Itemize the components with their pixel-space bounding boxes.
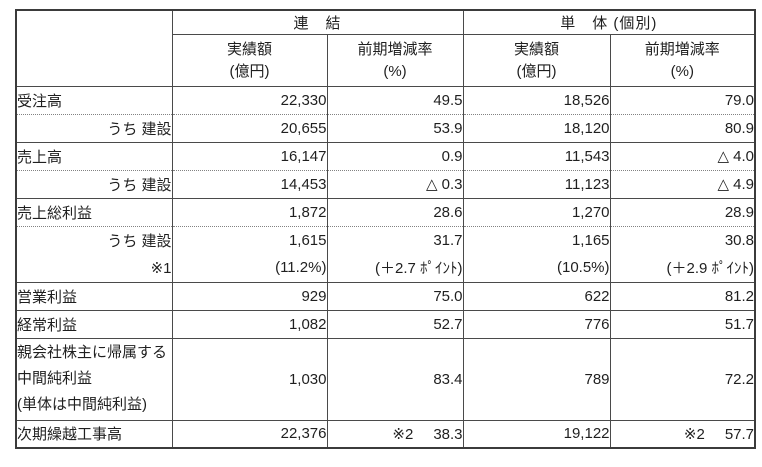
sub-header-row: 実績額 (億円) 前期増減率 (%) 実績額 (億円) 前期増減率 (%) xyxy=(16,33,756,86)
row-label: うち 建設 xyxy=(15,169,172,198)
amount-consolidated-cell: 22,330 xyxy=(171,85,327,114)
amount-standalone-cell: 622 xyxy=(462,281,611,310)
amount-standalone-cell: 1,270 xyxy=(462,197,611,226)
table-row-note1-margin: ※1 (11.2%) (＋2.7 ﾎﾟｲﾝﾄ) (10.5%) (＋2.9 ﾎﾟ… xyxy=(15,254,756,282)
change-standalone-cell: ※2 57.7 xyxy=(609,419,756,448)
subheader-unit: (億円) xyxy=(516,63,557,80)
table-row-sales: 売上高 16,147 0.9 11,543 △ 4.0 xyxy=(15,141,756,170)
row-label: 次期繰越工事高 xyxy=(15,419,172,448)
amount-consolidated-cell: (11.2%) xyxy=(171,254,327,282)
change-consolidated-cell: ※2 38.3 xyxy=(326,419,464,448)
amount-standalone-cell: 19,122 xyxy=(462,419,611,448)
change-consolidated-cell: (＋2.7 ﾎﾟｲﾝﾄ) xyxy=(326,254,464,282)
change-consolidated-cell: 28.6 xyxy=(326,197,464,226)
subheader-label: 実績額 xyxy=(226,41,272,58)
change-standalone-cell: 81.2 xyxy=(609,281,756,310)
row-label: 経常利益 xyxy=(15,309,172,338)
subheader-unit: (億円) xyxy=(229,63,270,80)
change-consolidated-cell: 75.0 xyxy=(326,281,464,310)
subheader-unit: (%) xyxy=(670,63,694,80)
change-consolidated-cell: 53.9 xyxy=(326,113,464,142)
change-value: 38.3 xyxy=(433,425,463,443)
change-consolidated-cell: 0.9 xyxy=(326,141,464,170)
table-row-sales-construction: うち 建設 14,453 △ 0.3 11,123 △ 4.9 xyxy=(15,169,756,198)
amount-standalone-cell: (10.5%) xyxy=(462,254,611,282)
amount-consolidated-cell: 1,615 xyxy=(171,225,327,254)
row-label: 営業利益 xyxy=(15,281,172,310)
amount-consolidated-cell: 22,376 xyxy=(171,419,327,448)
row-label: 受注高 xyxy=(15,85,172,114)
change-standalone-cell: 79.0 xyxy=(609,85,756,114)
group-header-consolidated: 連 結 xyxy=(171,9,464,34)
subheader-label: 実績額 xyxy=(514,41,560,58)
group-header-row: 連 結 単 体 (個別) xyxy=(15,9,756,86)
change-consolidated-cell: 83.4 xyxy=(326,337,464,420)
amount-standalone-cell: 18,120 xyxy=(462,113,611,142)
row-label: 親会社株主に帰属する 中間純利益 (単体は中間純利益) xyxy=(15,337,172,420)
table-row-orders-construction: うち 建設 20,655 53.9 18,120 80.9 xyxy=(15,113,756,142)
table-row-interim-net-income: 親会社株主に帰属する 中間純利益 (単体は中間純利益) 1,030 83.4 7… xyxy=(15,337,756,420)
note2-mark: ※2 xyxy=(392,425,414,443)
row-label: うち 建設 xyxy=(15,113,172,142)
row-label-line: 親会社株主に帰属する xyxy=(17,344,168,361)
amount-standalone-cell: 18,526 xyxy=(462,85,611,114)
table-row-gross-profit-construction: うち 建設 1,615 31.7 1,165 30.8 xyxy=(15,225,756,254)
table-row-ordinary-income: 経常利益 1,082 52.7 776 51.7 xyxy=(15,309,756,338)
change-standalone-cell: 28.9 xyxy=(609,197,756,226)
amount-consolidated-cell: 1,872 xyxy=(171,197,327,226)
amount-standalone-cell: 11,123 xyxy=(462,169,611,198)
change-standalone-cell: (＋2.9 ﾎﾟｲﾝﾄ) xyxy=(609,254,756,282)
amount-consolidated-cell: 1,030 xyxy=(171,337,327,420)
amount-consolidated-cell: 14,453 xyxy=(171,169,327,198)
subheader-label: 前期増減率 xyxy=(644,41,720,58)
change-standalone-cell: 80.9 xyxy=(609,113,756,142)
subheader-amount-standalone: 実績額 (億円) xyxy=(462,33,611,86)
financial-results-table: 連 結 単 体 (個別) 実績額 (億円) 前期増減率 (%) 実績額 (億円)… xyxy=(15,9,757,449)
subheader-change-consolidated: 前期増減率 (%) xyxy=(326,33,464,86)
subheader-label: 前期増減率 xyxy=(357,41,433,58)
amount-standalone-cell: 776 xyxy=(462,309,611,338)
group-header-standalone: 単 体 (個別) xyxy=(462,9,756,34)
row-label: 売上総利益 xyxy=(15,197,172,226)
change-value: 57.7 xyxy=(724,425,755,443)
row-label-line: (単体は中間純利益) xyxy=(17,396,147,413)
note2-mark: ※2 xyxy=(683,425,705,443)
change-standalone-cell: 72.2 xyxy=(609,337,756,420)
row-label: うち 建設 xyxy=(15,225,172,254)
change-standalone-cell: 30.8 xyxy=(609,225,756,254)
amount-standalone-cell: 789 xyxy=(462,337,611,420)
change-consolidated-cell: △ 0.3 xyxy=(326,169,464,198)
table-row-orders: 受注高 22,330 49.5 18,526 79.0 xyxy=(15,85,756,114)
amount-standalone-cell: 1,165 xyxy=(462,225,611,254)
subheader-amount-consolidated: 実績額 (億円) xyxy=(171,33,327,86)
row-label: 売上高 xyxy=(15,141,172,170)
subheader-unit: (%) xyxy=(383,63,407,80)
corner-cell xyxy=(15,9,172,86)
amount-consolidated-cell: 16,147 xyxy=(171,141,327,170)
change-standalone-cell: 51.7 xyxy=(609,309,756,338)
row-label-line: 中間純利益 xyxy=(17,370,93,387)
table-row-carried-forward-orders: 次期繰越工事高 22,376 ※2 38.3 19,122 ※2 57.7 xyxy=(15,419,756,448)
amount-standalone-cell: 11,543 xyxy=(462,141,611,170)
table-row-operating-income: 営業利益 929 75.0 622 81.2 xyxy=(15,281,756,310)
amount-consolidated-cell: 929 xyxy=(171,281,327,310)
row-label: ※1 xyxy=(15,254,172,282)
subheader-change-standalone: 前期増減率 (%) xyxy=(609,33,756,86)
change-consolidated-cell: 31.7 xyxy=(326,225,464,254)
change-consolidated-cell: 49.5 xyxy=(326,85,464,114)
change-standalone-cell: △ 4.9 xyxy=(609,169,756,198)
amount-consolidated-cell: 20,655 xyxy=(171,113,327,142)
amount-consolidated-cell: 1,082 xyxy=(171,309,327,338)
table-row-gross-profit: 売上総利益 1,872 28.6 1,270 28.9 xyxy=(15,197,756,226)
change-standalone-cell: △ 4.0 xyxy=(609,141,756,170)
change-consolidated-cell: 52.7 xyxy=(326,309,464,338)
